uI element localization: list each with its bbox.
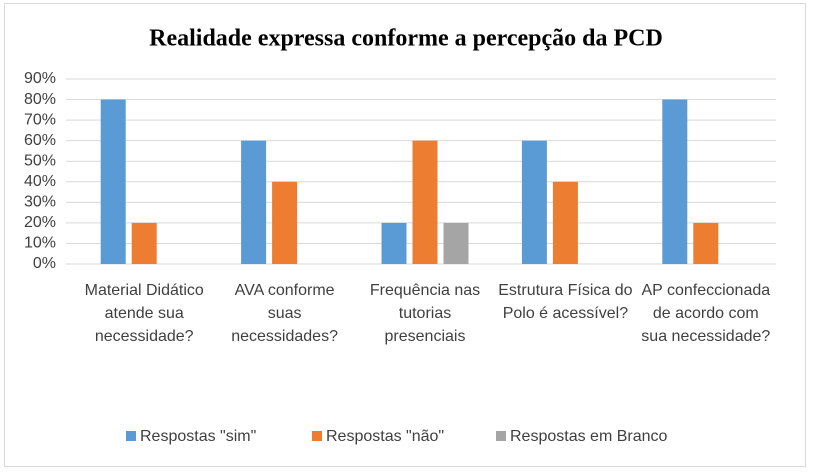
x-tick-label: Estrutura Física do Polo é acessível?: [498, 282, 633, 322]
x-tick-label: Material Didático atende sua necessidade…: [84, 282, 204, 345]
bar: [412, 140, 438, 264]
x-tick-label: AVA conforme suas necessidades?: [231, 282, 338, 345]
legend-label: Respostas "não": [326, 428, 444, 445]
y-tick-label: 90%: [24, 70, 56, 87]
bar: [443, 222, 469, 264]
bar: [272, 181, 298, 264]
y-tick-label: 30%: [24, 194, 56, 211]
bar: [693, 222, 719, 264]
legend-label: Respostas "sim": [140, 428, 256, 445]
legend-swatch: [496, 431, 506, 441]
bar: [100, 99, 126, 264]
chart-title: Realidade expressa conforme a percepção …: [149, 26, 663, 52]
bar: [381, 222, 407, 264]
bar: [552, 181, 578, 264]
y-tick-label: 20%: [24, 214, 56, 231]
bar: [521, 140, 547, 264]
y-tick-label: 80%: [24, 91, 56, 108]
y-tick-label: 40%: [24, 173, 56, 190]
y-tick-label: 0%: [33, 255, 56, 272]
x-tick-label: Frequência nas tutorias presenciais: [369, 282, 481, 345]
bar: [662, 99, 688, 264]
legend-label: Respostas em Branco: [510, 428, 668, 445]
x-tick-label: AP confeccionada de acordo com sua neces…: [641, 282, 771, 345]
legend-swatch: [312, 431, 322, 441]
y-tick-label: 10%: [24, 235, 56, 252]
y-tick-label: 60%: [24, 132, 56, 149]
legend-swatch: [126, 431, 136, 441]
bar: [131, 222, 157, 264]
bar: [241, 140, 267, 264]
y-tick-label: 70%: [24, 111, 56, 128]
y-tick-label: 50%: [24, 152, 56, 169]
